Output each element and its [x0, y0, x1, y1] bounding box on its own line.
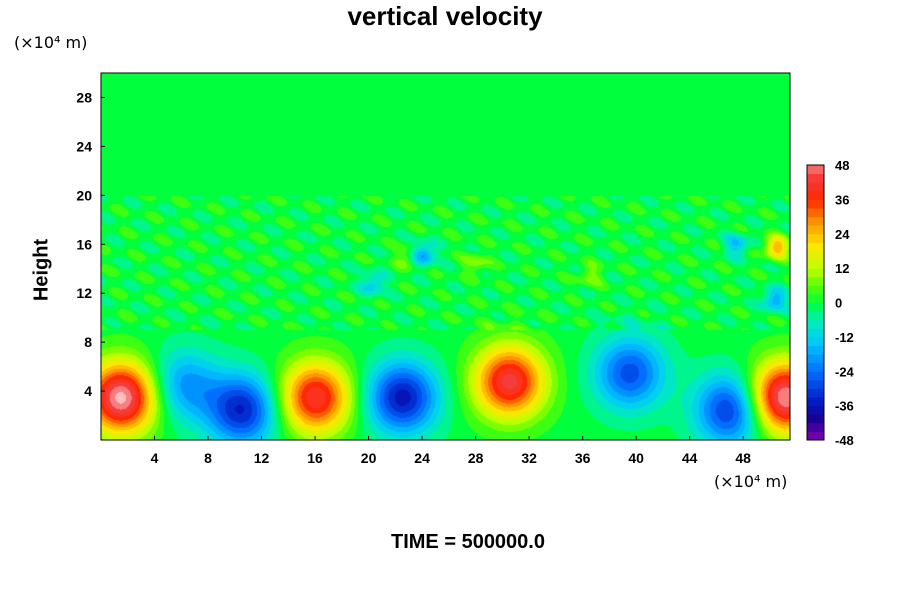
colorbar-band: [807, 379, 824, 389]
x-axis-unit: (×10⁴ m): [714, 472, 788, 491]
colorbar-band: [807, 250, 824, 261]
colorbar-frame: [806, 164, 825, 441]
colorbar-label: -48: [835, 433, 854, 448]
y-tick-label: 12: [76, 285, 92, 301]
colorbar-label: 24: [835, 227, 850, 242]
colorbar-band: [807, 165, 824, 175]
x-tick-label: 20: [361, 450, 377, 466]
colorbar-band: [807, 388, 824, 398]
colorbar-band: [807, 233, 824, 243]
colorbar-band: [807, 268, 824, 278]
colorbar-band: [807, 207, 824, 218]
x-tick-label: 36: [575, 450, 591, 466]
colorbar-band: [807, 173, 824, 183]
x-tick-label: 44: [682, 450, 698, 466]
colorbar-band: [807, 293, 824, 303]
x-tick-label: 12: [254, 450, 270, 466]
colorbar-band: [807, 182, 824, 192]
colorbar-band: [807, 302, 824, 312]
y-tick-label: 8: [84, 334, 92, 350]
colorbar-band: [807, 276, 824, 286]
colorbar-band: [807, 354, 824, 364]
colorbar-band: [807, 336, 824, 346]
y-tick-label: 16: [76, 236, 92, 252]
colorbar-band: [807, 328, 824, 338]
colorbar-band: [807, 319, 824, 329]
colorbar-band: [807, 199, 824, 209]
colorbar-band: [807, 216, 824, 226]
colorbar-label: -12: [835, 330, 854, 345]
colorbar-band: [807, 285, 824, 295]
y-tick-label: 28: [76, 89, 92, 105]
y-tick-label: 4: [84, 383, 92, 399]
x-tick-label: 40: [628, 450, 644, 466]
colorbar-band: [807, 311, 824, 321]
x-tick-label: 8: [204, 450, 212, 466]
time-label: TIME = 500000.0: [391, 531, 545, 553]
colorbar-band: [807, 431, 824, 441]
x-tick-label: 32: [521, 450, 537, 466]
y-tick-label: 24: [76, 138, 92, 154]
colorbar-label: -36: [835, 399, 854, 414]
colorbar-band: [807, 225, 824, 235]
x-tick-label: 16: [307, 450, 323, 466]
y-tick-label: 20: [76, 187, 92, 203]
x-tick-label: 24: [414, 450, 430, 466]
colorbar-band: [807, 422, 824, 432]
colorbar-label: -24: [835, 364, 855, 379]
colorbar-band: [807, 345, 824, 355]
x-tick-label: 28: [468, 450, 484, 466]
colorbar-band: [807, 397, 824, 407]
colorbar-band: [807, 242, 824, 252]
contour-field: [101, 73, 790, 440]
x-tick-label: 4: [151, 450, 159, 466]
colorbar-label: 48: [835, 158, 849, 173]
colorbar-band: [807, 190, 824, 200]
colorbar-label: 36: [835, 192, 849, 207]
colorbar-band: [807, 405, 824, 415]
chart-title: vertical velocity: [347, 1, 543, 31]
colorbar-label: 12: [835, 261, 849, 276]
colorbar-label: 0: [835, 296, 842, 311]
y-axis-unit: (×10⁴ m): [14, 33, 88, 52]
colorbar-band: [807, 362, 824, 372]
colorbar-band: [807, 259, 824, 269]
colorbar-band: [807, 371, 824, 381]
colorbar-band: [807, 414, 824, 424]
plot-frame: [100, 72, 791, 441]
x-tick-label: 48: [735, 450, 751, 466]
